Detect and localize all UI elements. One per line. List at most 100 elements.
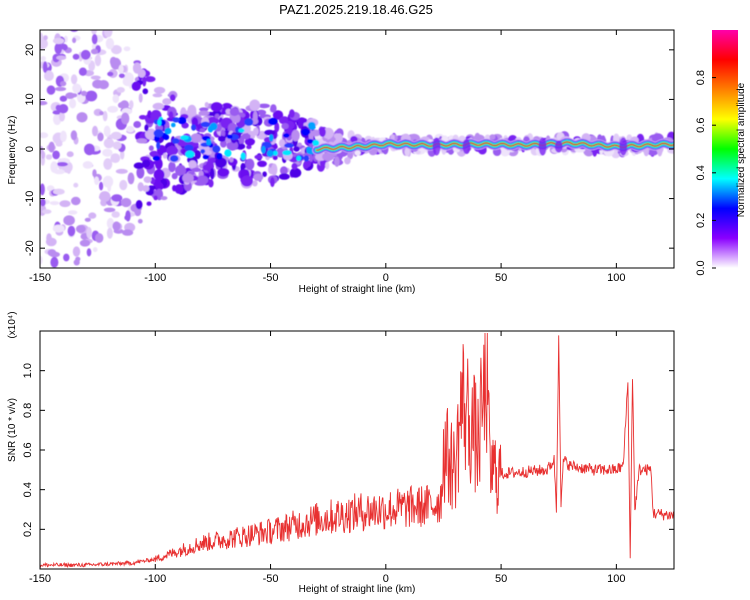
heatmap-blob [198,110,210,116]
x-tick-label: 100 [607,573,625,585]
heatmap-blob [297,120,304,129]
heatmap-blob [311,129,321,137]
heatmap-blob [123,46,131,52]
heatmap-blob [266,150,274,157]
heatmap-blob [289,109,295,118]
heatmap-blob [185,109,197,118]
heatmap-blob [217,167,230,177]
heatmap-blob [46,85,56,95]
heatmap-blob [82,161,93,169]
heatmap-blob [270,104,277,113]
heatmap-blob [40,150,46,159]
heatmap-blob [283,133,290,138]
heatmap-blob [246,144,252,150]
heatmap-blob [308,125,316,130]
heatmap-blob [291,129,300,142]
heatmap-blob [240,175,253,187]
heatmap-blob [103,138,115,149]
heatmap-blob [99,191,111,202]
x-tick-label: 50 [495,272,507,284]
heatmap-blob [121,112,130,125]
heatmap-blob [244,118,254,126]
heatmap-blob [143,176,152,184]
heatmap-blob [115,168,128,174]
snr-line [39,332,675,568]
colorbar-tick-label: 0.2 [695,213,707,228]
snr-y-label: SNR (10 * v/v) [7,398,18,462]
heatmap-blob [72,83,82,94]
heatmap-blob [137,182,144,192]
x-tick-label: -50 [263,573,279,585]
heatmap-blob [152,155,161,161]
heatmap-blob [69,30,79,32]
heatmap-blob [204,102,209,108]
heatmap-blob [325,161,330,170]
snr-x-ticks: -150 -100 -50 0 50 100 [29,331,626,585]
heatmap-blob [149,150,159,158]
heatmap-blob [196,175,209,185]
heatmap-blob [142,88,149,95]
heatmap-blob [404,147,410,157]
colorbar-label: Normalized spectral amplitude [736,82,747,217]
heatmap-blob [264,129,275,136]
heatmap-blob [86,227,92,239]
spectrogram-tone-band [315,141,674,151]
y-tick-label: -10 [24,191,36,207]
heatmap-blob [63,215,75,226]
heatmap-blob [49,201,60,206]
heatmap-blob [68,210,78,215]
heatmap-blob [95,233,104,243]
heatmap-blob [59,95,68,102]
heatmap-blob [145,128,157,140]
heatmap-blob [99,181,104,191]
y-tick-label: 0.8 [22,403,34,418]
heatmap-blob [153,86,166,94]
heatmap-blob [90,30,98,35]
heatmap-blob [112,141,122,150]
heatmap-blob [262,171,267,177]
heatmap-blob [118,73,125,79]
heatmap-blob [72,246,81,257]
heatmap-blob [647,149,659,156]
heatmap-blob [247,138,253,145]
heatmap-blob [258,103,270,109]
heatmap-blob [296,155,302,161]
colorbar-tick-label: 0.8 [695,70,707,85]
heatmap-blob [94,176,100,185]
heatmap-blob [60,81,67,87]
heatmap-blob [110,153,121,164]
heatmap-blob [190,133,202,143]
heatmap-blob [50,256,59,268]
heatmap-blob [214,113,220,119]
heatmap-blob [79,239,91,247]
heatmap-blob [297,142,302,147]
heatmap-blob [57,22,66,29]
heatmap-blob [80,21,87,30]
heatmap-blob [86,248,92,257]
heatmap-blob [240,152,246,161]
heatmap-blob [107,105,119,113]
snr-panel: -150 -100 -50 0 50 100 0.2 0.4 0.6 0.8 1.0 Height… [7,311,675,595]
heatmap-blob [139,115,147,120]
heatmap-blob [122,77,133,87]
heatmap-blob [131,81,141,91]
heatmap-blob [43,35,48,41]
y-tick-label: 0.6 [22,442,34,457]
heatmap-blob [278,173,290,180]
y-tick-label: -20 [24,240,36,256]
heatmap-blob [220,129,226,138]
heatmap-blob [210,102,223,112]
heatmap-blob [169,94,176,102]
heatmap-blob [120,149,125,160]
heatmap-blob [216,153,223,160]
spectrogram-y-label: Frequency (Hz) [7,116,18,185]
heatmap-blob [55,141,63,147]
snr-frame [39,330,675,570]
heatmap-blob [43,70,54,81]
heatmap-blob [107,71,114,77]
heatmap-blob [88,212,97,219]
heatmap-blob [52,37,65,45]
heatmap-blob [80,49,91,60]
chart-title: PAZ1.2025.219.18.46.G25 [279,2,433,17]
heatmap-blob [238,128,245,133]
